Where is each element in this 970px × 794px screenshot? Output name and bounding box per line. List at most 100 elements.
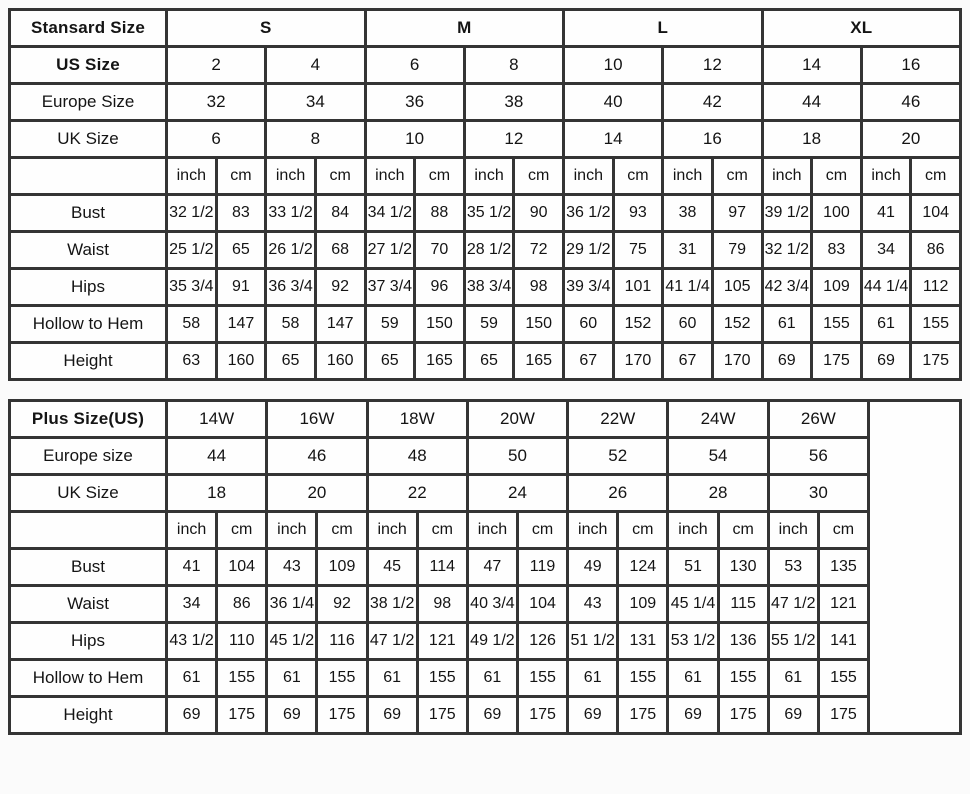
unit-header-row: inch cm inch cm inch cm inch cm inch cm inch cm inch…: [8, 510, 961, 550]
measurement-value-cell: 91: [214, 267, 268, 307]
size-value-cell: 44: [760, 82, 863, 122]
size-value-cell: 38: [462, 82, 566, 122]
measurement-value-cell: 155: [816, 658, 871, 698]
row-label: Waist: [8, 230, 168, 270]
measurement-row: Hollow to Hem 61 155 61 155 61 155 61 155 61 155 61…: [8, 658, 961, 698]
measurement-value-cell: 141: [816, 621, 871, 661]
row-label: Hollow to Hem: [8, 304, 168, 344]
size-conversion-row: Europe Size 32 34 36 38 40 42 44 46: [8, 82, 963, 122]
measurement-value-cell: 126: [515, 621, 570, 661]
measurement-value-cell: 61: [859, 304, 913, 344]
row-label: Bust: [8, 193, 168, 233]
inch-unit-header-cell: inch: [661, 156, 714, 196]
measurement-value-cell: 104: [215, 547, 269, 587]
size-value-cell: 46: [265, 436, 369, 476]
measurement-value-cell: 147: [313, 304, 367, 344]
size-value-cell: 8: [264, 119, 367, 159]
size-value-cell: 18: [164, 473, 269, 513]
measurement-value-cell: 124: [616, 547, 670, 587]
measurement-value-cell: 69: [766, 695, 820, 735]
measurement-value-cell: 121: [816, 584, 871, 624]
measurement-value-cell: 69: [566, 695, 620, 735]
measurement-value-cell: 104: [909, 193, 962, 233]
measurement-value-cell: 79: [710, 230, 764, 270]
measurement-row: Waist 34 86 36 1/4 92 38 1/2 98 40 3/4 104 43 109 4…: [8, 584, 961, 624]
measurement-value-cell: 98: [415, 584, 469, 624]
measurement-value-cell: 61: [164, 658, 219, 698]
measurement-value-cell: 93: [611, 193, 665, 233]
size-value-cell: 16: [859, 45, 963, 85]
size-value-cell: 10: [363, 119, 466, 159]
empty-spacer-cell: [867, 399, 962, 735]
row-label: Europe size: [8, 436, 168, 476]
inch-unit-header-cell: inch: [760, 156, 814, 196]
size-group-header-row: Stansard Size S M L XL: [8, 8, 962, 48]
measurement-row: Hips 43 1/2 110 45 1/2 116 47 1/2 121 49 1/2 126…: [8, 621, 961, 661]
measurement-value-cell: 61: [265, 658, 319, 698]
size-group-header: 16W: [265, 399, 369, 439]
measurement-value-cell: 115: [716, 584, 770, 624]
measurement-value-cell: 121: [415, 621, 469, 661]
measurement-value-cell: 55 1/2: [766, 621, 820, 661]
measurement-value-cell: 36 1/4: [265, 584, 319, 624]
size-value-cell: 54: [666, 436, 770, 476]
measurement-value-cell: 47 1/2: [365, 621, 419, 661]
inch-unit-header-cell: inch: [264, 156, 317, 196]
measurement-value-cell: 175: [515, 695, 570, 735]
inch-unit-header-cell: inch: [562, 156, 615, 196]
measurement-value-cell: 84: [313, 193, 367, 233]
measurement-value-cell: 45: [365, 547, 419, 587]
measurement-value-cell: 152: [710, 304, 764, 344]
size-value-cell: 36: [363, 82, 466, 122]
measurement-value-cell: 32 1/2: [760, 230, 814, 270]
size-group-header: 20W: [465, 399, 570, 439]
measurement-value-cell: 175: [315, 695, 369, 735]
size-value-cell: 14: [561, 119, 665, 159]
unit-header-row: inch cm inch cm inch cm inch cm inch cm inch cm inch…: [8, 156, 962, 196]
measurement-value-cell: 104: [515, 584, 570, 624]
measurement-value-cell: 114: [415, 547, 469, 587]
size-group-header: 22W: [566, 399, 670, 439]
measurement-value-cell: 59: [462, 304, 516, 344]
measurement-value-cell: 75: [611, 230, 665, 270]
measurement-value-cell: 29 1/2: [562, 230, 615, 270]
inch-unit-header-cell: inch: [462, 156, 516, 196]
inch-unit-header-cell: inch: [666, 510, 720, 550]
measurement-value-cell: 135: [816, 547, 871, 587]
measurement-row: Waist 25 1/2 65 26 1/2 68 27 1/2 70 28 1/2 72 29 …: [8, 230, 962, 270]
size-value-cell: 40: [561, 82, 665, 122]
table-gap: [8, 381, 962, 399]
measurement-row: Hips 35 3/4 91 36 3/4 92 37 3/4 96 38 3/4 98 39 3…: [8, 267, 962, 307]
measurement-value-cell: 109: [315, 547, 369, 587]
measurement-value-cell: 36 3/4: [264, 267, 317, 307]
measurement-value-cell: 136: [716, 621, 770, 661]
measurement-value-cell: 37 3/4: [363, 267, 417, 307]
measurement-row: Height 69 175 69 175 69 175 69 175 69 175 69 175 69 17…: [8, 695, 961, 735]
measurement-value-cell: 45 1/2: [265, 621, 319, 661]
measurement-value-cell: 51 1/2: [566, 621, 620, 661]
measurement-value-cell: 47: [465, 547, 519, 587]
measurement-value-cell: 86: [909, 230, 962, 270]
measurement-value-cell: 119: [515, 547, 570, 587]
measurement-value-cell: 155: [215, 658, 269, 698]
measurement-value-cell: 44 1/4: [859, 267, 913, 307]
measurement-value-cell: 155: [909, 304, 962, 344]
corner-label-cell: Plus Size(US): [8, 399, 168, 439]
row-label: Waist: [8, 584, 168, 624]
measurement-value-cell: 41: [859, 193, 913, 233]
measurement-value-cell: 96: [413, 267, 466, 307]
size-value-cell: 8: [462, 45, 566, 85]
measurement-value-cell: 61: [365, 658, 419, 698]
cm-unit-header-cell: cm: [214, 156, 268, 196]
measurement-value-cell: 67: [562, 341, 615, 381]
measurement-value-cell: 160: [313, 341, 367, 381]
row-label: Height: [8, 695, 168, 735]
measurement-value-cell: 110: [215, 621, 269, 661]
row-label: Bust: [8, 547, 168, 587]
size-value-cell: 12: [462, 119, 566, 159]
measurement-value-cell: 67: [661, 341, 714, 381]
size-conversion-row: Europe size 44 46 48 50 52 54 56: [8, 436, 961, 476]
row-label: Hips: [8, 621, 168, 661]
measurement-value-cell: 90: [512, 193, 565, 233]
measurement-value-cell: 31: [661, 230, 714, 270]
